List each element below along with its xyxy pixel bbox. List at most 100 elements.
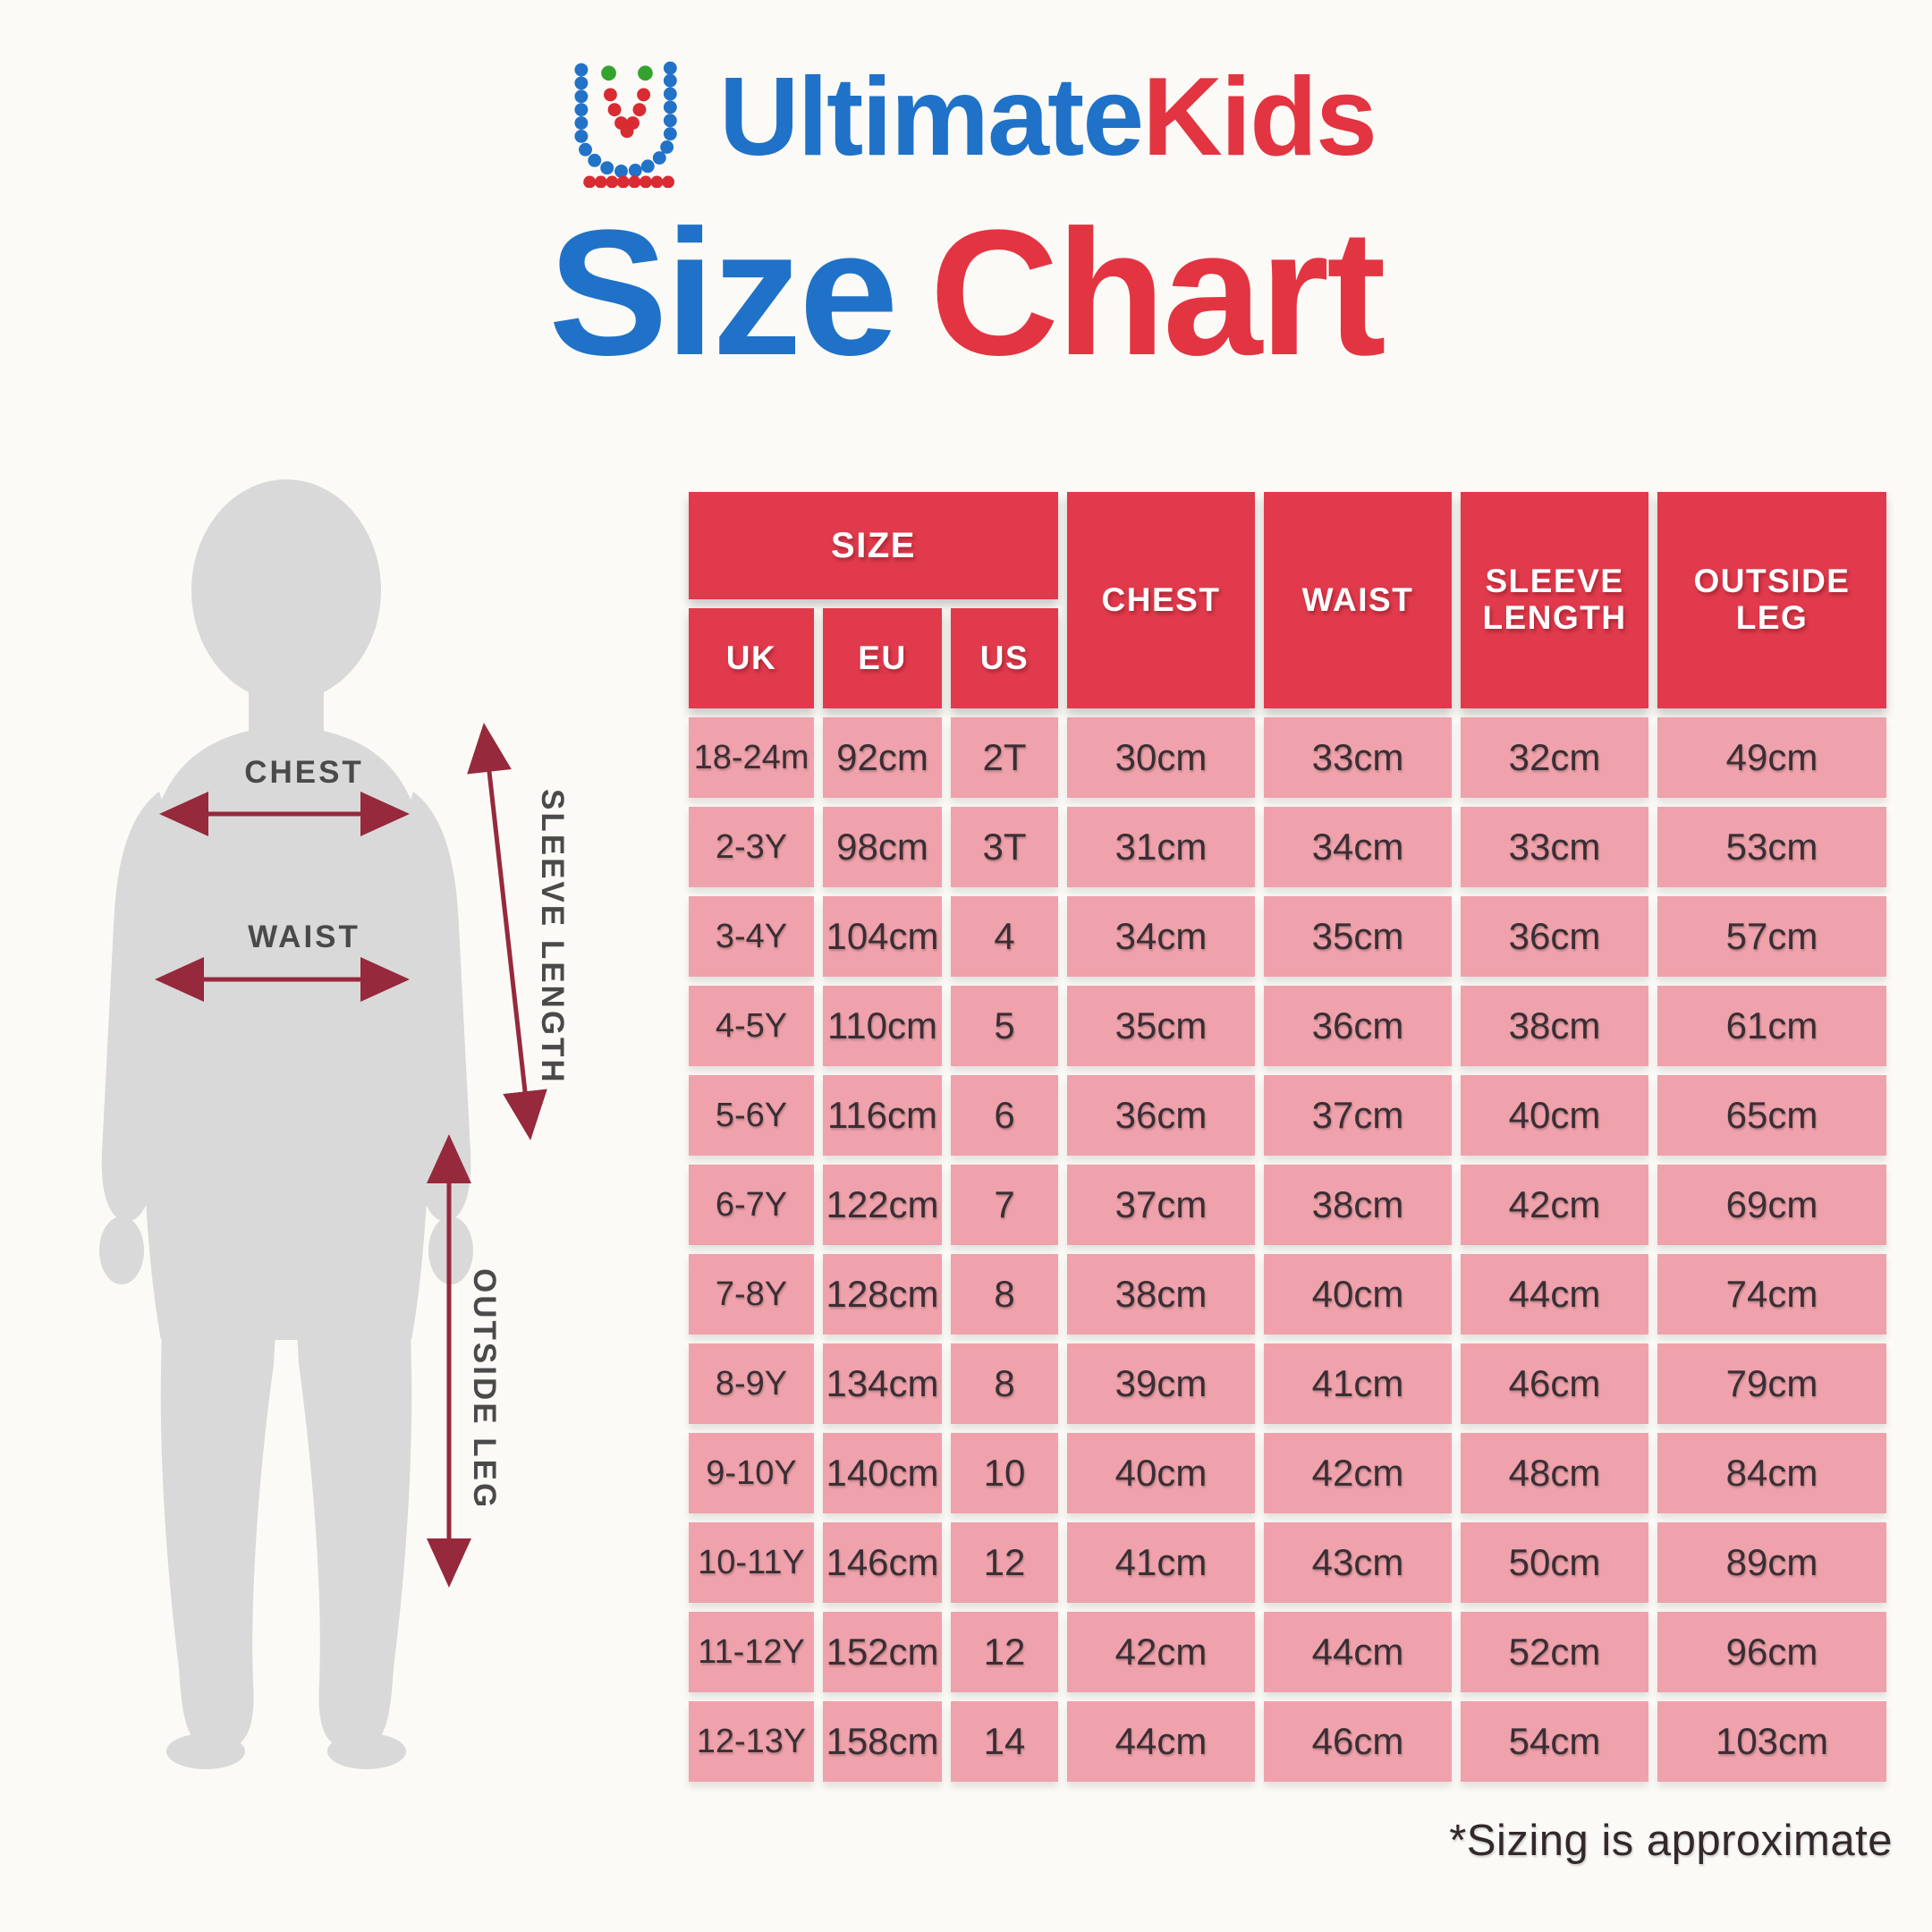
size-cell-sleeve-length: 38cm bbox=[1461, 986, 1648, 1066]
size-cell-outside-leg: 69cm bbox=[1657, 1165, 1886, 1245]
size-cell-outside-leg: 74cm bbox=[1657, 1254, 1886, 1335]
size-cell-uk: 3-4Y bbox=[689, 896, 814, 977]
waist-label: WAIST bbox=[248, 919, 360, 954]
size-cell-chest: 44cm bbox=[1067, 1701, 1255, 1782]
size-cell-uk: 5-6Y bbox=[689, 1075, 814, 1156]
size-cell-sleeve-length: 33cm bbox=[1461, 807, 1648, 887]
brand-name: UltimateKids bbox=[719, 62, 1377, 173]
col-header-chest: CHEST bbox=[1067, 492, 1255, 708]
chest-label: CHEST bbox=[244, 755, 364, 790]
dotted-u-green-dots bbox=[601, 65, 653, 81]
size-cell-sleeve-length: 42cm bbox=[1461, 1165, 1648, 1245]
body-diagram: CHEST WAIST SLEEVE LENGTH OUTSIDE LEG bbox=[72, 474, 590, 1780]
size-cell-us: 8 bbox=[951, 1254, 1058, 1335]
size-cell-waist: 33cm bbox=[1264, 717, 1452, 798]
size-cell-chest: 40cm bbox=[1067, 1433, 1255, 1513]
size-cell-us: 12 bbox=[951, 1522, 1058, 1603]
col-header-sleeve-length: SLEEVE LENGTH bbox=[1461, 492, 1648, 708]
size-cell-chest: 38cm bbox=[1067, 1254, 1255, 1335]
brand-name-ultimate: Ultimate bbox=[719, 55, 1144, 179]
size-cell-sleeve-length: 44cm bbox=[1461, 1254, 1648, 1335]
size-cell-waist: 36cm bbox=[1264, 986, 1452, 1066]
brand-logo: UltimateKids bbox=[0, 47, 1932, 188]
size-cell-us: 7 bbox=[951, 1165, 1058, 1245]
size-cell-uk: 2-3Y bbox=[689, 807, 814, 887]
size-cell-outside-leg: 57cm bbox=[1657, 896, 1886, 977]
size-cell-outside-leg: 65cm bbox=[1657, 1075, 1886, 1156]
size-cell-us: 10 bbox=[951, 1433, 1058, 1513]
outside-leg-label: OUTSIDE LEG bbox=[467, 1268, 502, 1511]
size-cell-waist: 34cm bbox=[1264, 807, 1452, 887]
size-cell-eu: 146cm bbox=[823, 1522, 942, 1603]
size-cell-waist: 35cm bbox=[1264, 896, 1452, 977]
size-cell-waist: 43cm bbox=[1264, 1522, 1452, 1603]
page-title: Size Chart bbox=[0, 204, 1932, 383]
size-cell-eu: 116cm bbox=[823, 1075, 942, 1156]
dotted-u-blue-arc bbox=[574, 61, 677, 178]
size-cell-us: 12 bbox=[951, 1612, 1058, 1692]
size-cell-sleeve-length: 50cm bbox=[1461, 1522, 1648, 1603]
size-cell-waist: 41cm bbox=[1264, 1343, 1452, 1424]
col-header-eu: EU bbox=[823, 608, 942, 708]
size-cell-us: 3T bbox=[951, 807, 1058, 887]
size-cell-uk: 12-13Y bbox=[689, 1701, 814, 1782]
size-cell-chest: 36cm bbox=[1067, 1075, 1255, 1156]
size-cell-eu: 110cm bbox=[823, 986, 942, 1066]
size-cell-sleeve-length: 36cm bbox=[1461, 896, 1648, 977]
col-header-size-group: SIZE bbox=[689, 492, 1058, 599]
size-cell-us: 2T bbox=[951, 717, 1058, 798]
sleeve-length-label: SLEEVE LENGTH bbox=[535, 789, 570, 1085]
size-cell-eu: 98cm bbox=[823, 807, 942, 887]
size-cell-waist: 37cm bbox=[1264, 1075, 1452, 1156]
size-cell-uk: 6-7Y bbox=[689, 1165, 814, 1245]
col-header-waist: WAIST bbox=[1264, 492, 1452, 708]
size-cell-chest: 42cm bbox=[1067, 1612, 1255, 1692]
size-cell-uk: 18-24m bbox=[689, 717, 814, 798]
size-cell-us: 4 bbox=[951, 896, 1058, 977]
size-cell-sleeve-length: 40cm bbox=[1461, 1075, 1648, 1156]
col-header-us: US bbox=[951, 608, 1058, 708]
size-cell-outside-leg: 103cm bbox=[1657, 1701, 1886, 1782]
dotted-u-icon bbox=[574, 61, 677, 188]
size-cell-waist: 46cm bbox=[1264, 1701, 1452, 1782]
size-cell-uk: 10-11Y bbox=[689, 1522, 814, 1603]
size-cell-us: 14 bbox=[951, 1701, 1058, 1782]
size-cell-eu: 158cm bbox=[823, 1701, 942, 1782]
size-table: SIZE UK EU US CHEST WAIST SLEEVE LENGTH … bbox=[689, 492, 1886, 1782]
size-cell-eu: 122cm bbox=[823, 1165, 942, 1245]
size-cell-waist: 40cm bbox=[1264, 1254, 1452, 1335]
size-cell-chest: 35cm bbox=[1067, 986, 1255, 1066]
size-cell-eu: 134cm bbox=[823, 1343, 942, 1424]
size-cell-waist: 38cm bbox=[1264, 1165, 1452, 1245]
size-cell-eu: 92cm bbox=[823, 717, 942, 798]
size-cell-us: 6 bbox=[951, 1075, 1058, 1156]
size-cell-waist: 44cm bbox=[1264, 1612, 1452, 1692]
sleeve-length-arrow bbox=[467, 723, 547, 1140]
size-cell-uk: 7-8Y bbox=[689, 1254, 814, 1335]
size-cell-outside-leg: 53cm bbox=[1657, 807, 1886, 887]
col-header-uk: UK bbox=[689, 608, 814, 708]
brand-name-kids: Kids bbox=[1142, 55, 1377, 179]
size-cell-eu: 152cm bbox=[823, 1612, 942, 1692]
col-header-outside-leg: OUTSIDE LEG bbox=[1657, 492, 1886, 708]
size-cell-sleeve-length: 54cm bbox=[1461, 1701, 1648, 1782]
child-silhouette bbox=[99, 479, 473, 1769]
size-cell-outside-leg: 89cm bbox=[1657, 1522, 1886, 1603]
size-cell-chest: 37cm bbox=[1067, 1165, 1255, 1245]
size-cell-eu: 140cm bbox=[823, 1433, 942, 1513]
measurement-arrows bbox=[155, 723, 547, 1588]
size-cell-sleeve-length: 32cm bbox=[1461, 717, 1648, 798]
size-cell-sleeve-length: 46cm bbox=[1461, 1343, 1648, 1424]
size-cell-chest: 31cm bbox=[1067, 807, 1255, 887]
size-cell-sleeve-length: 48cm bbox=[1461, 1433, 1648, 1513]
size-cell-chest: 30cm bbox=[1067, 717, 1255, 798]
size-cell-outside-leg: 49cm bbox=[1657, 717, 1886, 798]
size-cell-eu: 104cm bbox=[823, 896, 942, 977]
title-word-chart: Chart bbox=[929, 193, 1385, 393]
size-cell-uk: 4-5Y bbox=[689, 986, 814, 1066]
size-cell-us: 8 bbox=[951, 1343, 1058, 1424]
sizing-footnote: *Sizing is approximate bbox=[1449, 1817, 1893, 1865]
size-cell-uk: 11-12Y bbox=[689, 1612, 814, 1692]
size-cell-chest: 34cm bbox=[1067, 896, 1255, 977]
